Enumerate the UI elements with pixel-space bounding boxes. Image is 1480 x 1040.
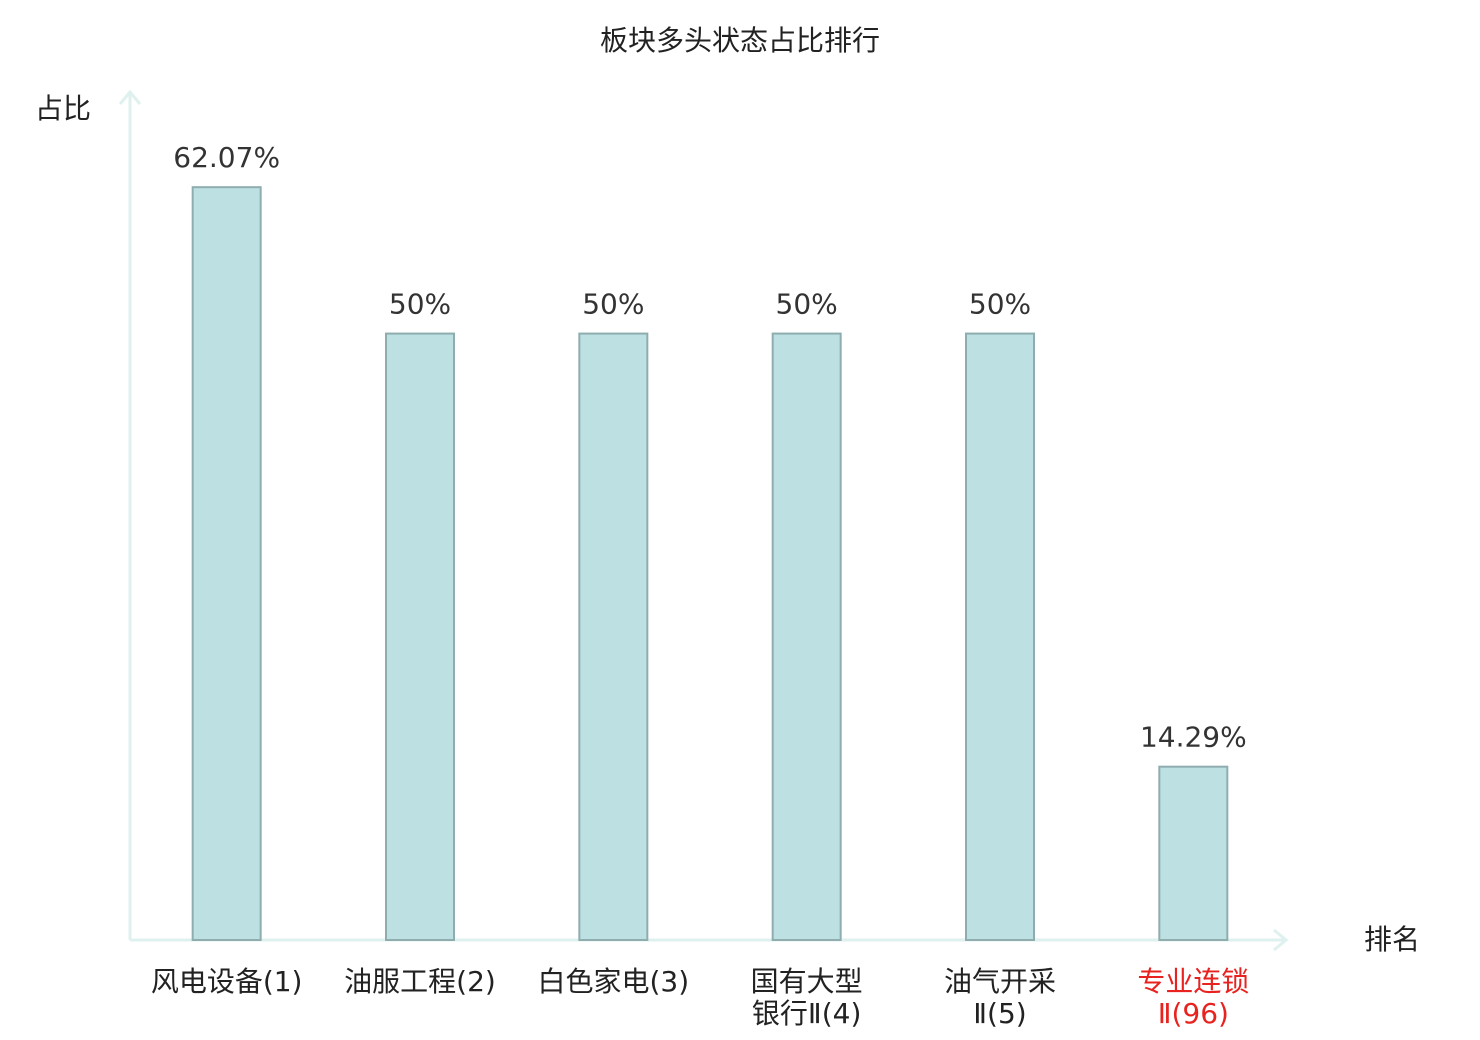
x-tick-label: 白色家电(3) [537, 965, 690, 998]
value-label: 50% [582, 288, 644, 321]
x-axis-arrow [1273, 928, 1289, 952]
x-tick-label: 专业连锁 Ⅱ(96) [1137, 965, 1250, 1030]
value-label: 50% [969, 288, 1031, 321]
x-tick-label: 国有大型 银行Ⅱ(4) [750, 965, 863, 1030]
y-axis-label: 占比 [35, 92, 91, 125]
chart-title: 板块多头状态占比排行 [600, 24, 880, 57]
axes [118, 89, 1289, 952]
y-axis-arrow [118, 89, 142, 105]
bar [191, 186, 262, 941]
x-axis-label: 排名 [1364, 923, 1420, 956]
value-label: 50% [389, 288, 451, 321]
x-tick-label: 油气开采 Ⅱ(5) [943, 965, 1056, 1030]
x-tick-label: 风电设备(1) [150, 965, 303, 998]
value-label: 50% [776, 288, 838, 321]
bar [385, 332, 455, 942]
bar [771, 332, 842, 942]
bar [1158, 765, 1229, 942]
value-label: 14.29% [1140, 721, 1247, 754]
value-label: 62.07% [173, 141, 280, 174]
bar [578, 332, 649, 942]
bar [965, 332, 1035, 942]
x-tick-label: 油服工程(2) [344, 965, 496, 998]
